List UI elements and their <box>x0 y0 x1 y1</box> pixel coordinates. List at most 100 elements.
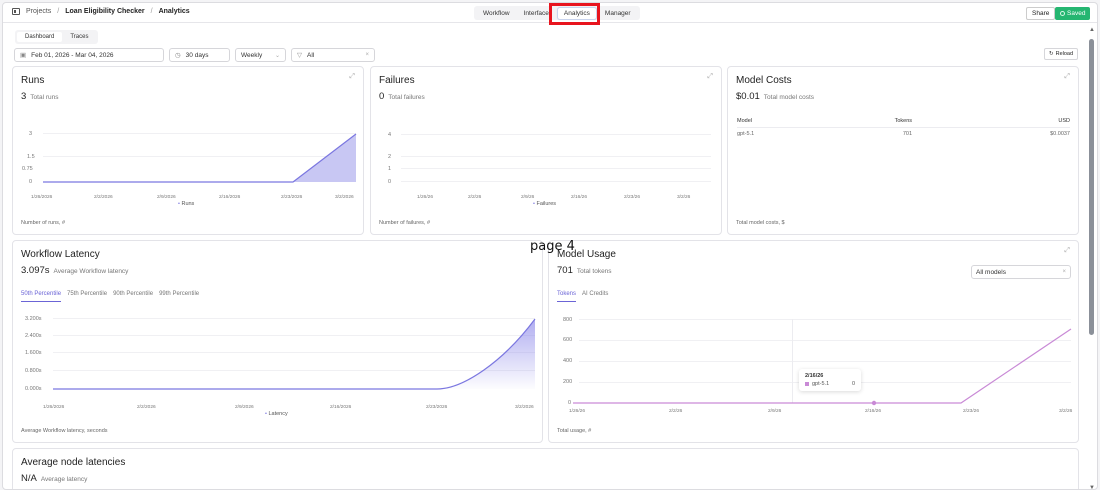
x-tick: 2/9/26 <box>768 409 782 414</box>
tab-dashboard[interactable]: Dashboard <box>17 32 63 42</box>
reload-button[interactable]: ↻ Reload <box>1044 48 1079 60</box>
x-tick: 2/2/2026 <box>94 195 113 200</box>
y-tick: 3.200s <box>25 316 42 322</box>
expand-icon[interactable]: ⤢ <box>1064 247 1070 254</box>
expand-icon[interactable]: ⤢ <box>1064 73 1070 80</box>
clear-icon[interactable]: × <box>365 52 369 58</box>
tab-interface[interactable]: Interface <box>523 9 549 17</box>
x-tick: 3/2/26 <box>1059 409 1073 414</box>
runs-card: Runs 3 Total runs ⤢ 3 1.5 0.75 0 1/26/20… <box>12 66 364 235</box>
tab-traces[interactable]: Traces <box>70 34 89 40</box>
date-range-value: Feb 01, 2026 - Mar 04, 2026 <box>31 51 114 59</box>
tooltip-series: gpt-5.1 <box>812 381 830 387</box>
period-select[interactable]: ◷ 30 days <box>169 48 230 62</box>
metric-value: 0 <box>379 91 385 102</box>
usage-line-chart <box>573 328 1072 406</box>
y-tick: 1.600s <box>25 350 42 356</box>
top-bar: Projects / Loan Eligibility Checker / An… <box>3 3 1097 25</box>
x-tick: 2/9/2026 <box>235 405 254 410</box>
tab-ai-credits[interactable]: AI Credits <box>582 291 609 297</box>
granularity-select[interactable]: Weekly ⌄ <box>235 48 286 62</box>
refresh-icon: ↻ <box>1049 51 1054 57</box>
metric-value: 3 <box>21 91 27 102</box>
view-tabs: Dashboard Traces <box>15 30 99 44</box>
breadcrumb-separator: / <box>150 8 153 15</box>
chevron-down-icon: ⌄ <box>274 52 280 59</box>
clear-icon[interactable]: × <box>1062 269 1066 275</box>
x-tick: 2/16/2026 <box>330 405 352 410</box>
y-tick: 0.000s <box>25 386 42 392</box>
x-tick: 2/23/26 <box>963 409 980 414</box>
scroll-up-icon[interactable]: ▲ <box>1089 27 1095 33</box>
filter-value: All <box>307 51 315 59</box>
metric-value: N/A <box>21 473 37 484</box>
y-tick: 1 <box>388 166 392 172</box>
saved-button[interactable]: Saved <box>1055 7 1091 20</box>
expand-icon[interactable]: ⤢ <box>349 73 355 80</box>
tab-workflow[interactable]: Workflow <box>483 9 510 17</box>
card-metric: $0.01 Total model costs <box>736 91 814 102</box>
y-tick: 2.400s <box>25 333 42 339</box>
card-title: Model Usage <box>557 249 616 260</box>
y-tick: 200 <box>563 379 573 385</box>
cell-model: gpt-5.1 <box>737 131 755 137</box>
tab-p99[interactable]: 99th Percentile <box>159 291 200 297</box>
tab-manager[interactable]: Manager <box>604 9 631 17</box>
failures-card: Failures 0 Total failures ⤢ 4 2 1 0 1/26… <box>370 66 722 235</box>
latency-area-chart <box>53 318 536 390</box>
card-footer: Average Workflow latency, seconds <box>21 428 108 434</box>
usage-tabs: Tokens AI Credits <box>557 291 608 302</box>
scroll-thumb[interactable] <box>1089 39 1094 335</box>
metric-label: Average latency <box>40 476 88 483</box>
date-range-picker[interactable]: ▣ Feb 01, 2026 - Mar 04, 2026 <box>14 48 164 62</box>
sidebar-toggle-icon[interactable] <box>12 8 20 15</box>
x-tick: 1/26/26 <box>417 195 434 200</box>
breadcrumb-projects[interactable]: Projects <box>26 8 52 15</box>
scroll-down-icon[interactable]: ▼ <box>1089 485 1095 490</box>
vertical-scrollbar[interactable]: ▲ ▼ <box>1087 25 1097 490</box>
card-metric: 0 Total failures <box>379 91 425 102</box>
tab-p50[interactable]: 50th Percentile <box>21 291 62 302</box>
x-tick: 2/23/26 <box>624 195 641 200</box>
expand-icon[interactable]: ⤢ <box>707 73 713 80</box>
card-footer: Number of runs, # <box>21 220 66 226</box>
card-title: Model Costs <box>736 75 792 86</box>
x-tick: 2/16/2026 <box>219 195 241 200</box>
check-circle-icon <box>1060 11 1065 16</box>
period-value: 30 days <box>185 51 209 59</box>
breadcrumb-project[interactable]: Loan Eligibility Checker <box>65 8 145 15</box>
x-tick: 1/26/2026 <box>31 195 53 200</box>
column-header: Tokens <box>769 115 1033 128</box>
tab-analytics[interactable]: Analytics <box>556 6 597 20</box>
card-title: Average node latencies <box>21 457 126 468</box>
tab-tokens[interactable]: Tokens <box>557 291 577 302</box>
cell-tokens: 701 <box>902 131 913 137</box>
x-tick: 2/2/26 <box>468 195 482 200</box>
x-tick: 2/23/2026 <box>281 195 303 200</box>
breadcrumb: Projects / Loan Eligibility Checker / An… <box>12 8 190 15</box>
share-button[interactable]: Share <box>1026 7 1056 20</box>
runs-area-chart <box>43 133 357 183</box>
chart-legend: • Runs <box>178 201 195 207</box>
tab-p90[interactable]: 90th Percentile <box>113 291 154 297</box>
saved-label: Saved <box>1067 10 1086 17</box>
metric-label: Average Workflow latency <box>53 268 129 275</box>
reload-label: Reload <box>1055 51 1074 57</box>
page-label-overlay: page 4 <box>530 239 575 254</box>
model-select[interactable]: All models × <box>971 265 1071 279</box>
percentile-tabs: 50th Percentile 75th Percentile 90th Per… <box>21 291 199 302</box>
workflow-latency-card: Workflow Latency 3.097s Average Workflow… <box>12 240 543 443</box>
filter-select[interactable]: ▽ All × <box>291 48 375 62</box>
hover-crosshair <box>792 319 793 403</box>
card-title: Runs <box>21 75 45 86</box>
breadcrumb-separator: / <box>57 8 60 15</box>
nav-tabs: Workflow Interface Analytics Manager <box>474 6 640 20</box>
card-metric: 3 Total runs <box>21 91 58 102</box>
card-title: Failures <box>379 75 415 86</box>
model-usage-card: Model Usage 701 Total tokens ⤢ Tokens AI… <box>548 240 1079 443</box>
column-header: Model <box>737 115 770 128</box>
y-tick: 1.5 <box>27 154 35 160</box>
metric-label: Total failures <box>388 94 425 101</box>
card-footer: Total usage, # <box>557 428 592 434</box>
tab-p75[interactable]: 75th Percentile <box>67 291 108 297</box>
